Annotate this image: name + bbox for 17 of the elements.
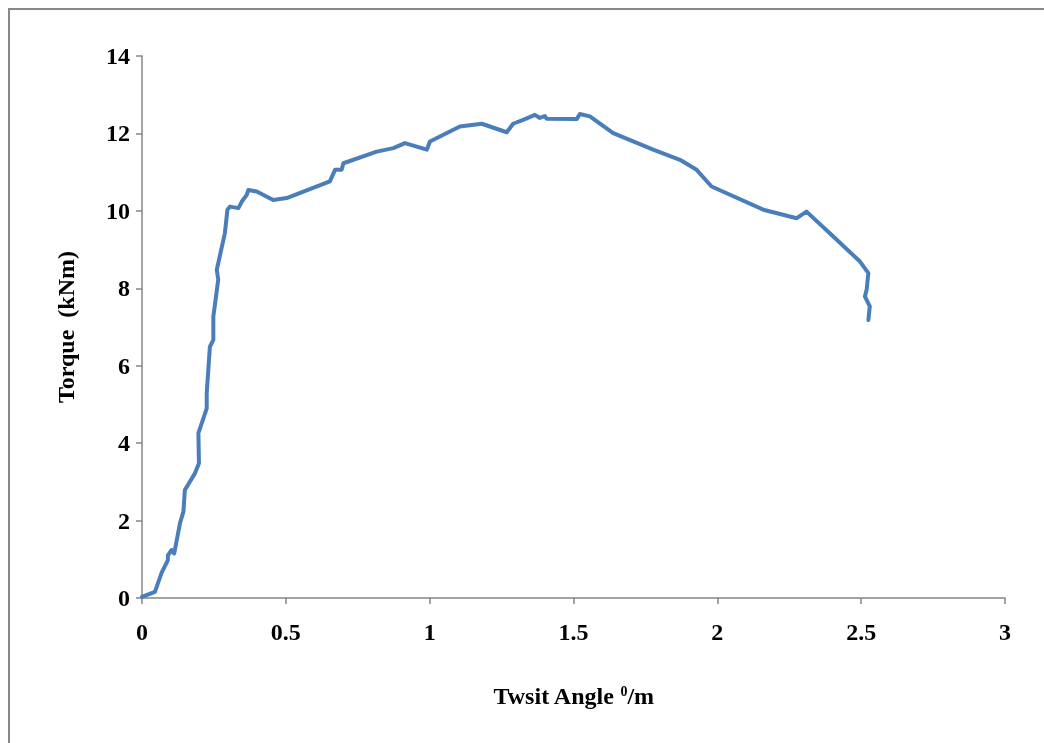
x-tick-label: 2: [711, 619, 724, 645]
y-tick-label: 0: [118, 585, 130, 611]
y-tick-label: 2: [118, 507, 130, 534]
y-tick-label: 8: [118, 275, 130, 302]
y-tick-label: 4: [118, 430, 130, 457]
x-tick-label: 0: [136, 619, 148, 645]
y-tick-label: 14: [106, 43, 130, 69]
x-tick-label: 0.5: [270, 619, 301, 645]
x-tick-label: 3: [999, 619, 1011, 645]
line-series: [140, 112, 872, 599]
x-tick-label: 2.5: [846, 619, 877, 645]
y-tick-label: 10: [106, 197, 130, 224]
y-tick-label: 12: [106, 120, 130, 147]
x-tick-label: 1: [423, 619, 436, 645]
y-tick-label: 6: [118, 352, 130, 379]
y-axis-title: Torque (kNm): [53, 250, 79, 404]
x-tick-label: 1.5: [558, 619, 589, 645]
